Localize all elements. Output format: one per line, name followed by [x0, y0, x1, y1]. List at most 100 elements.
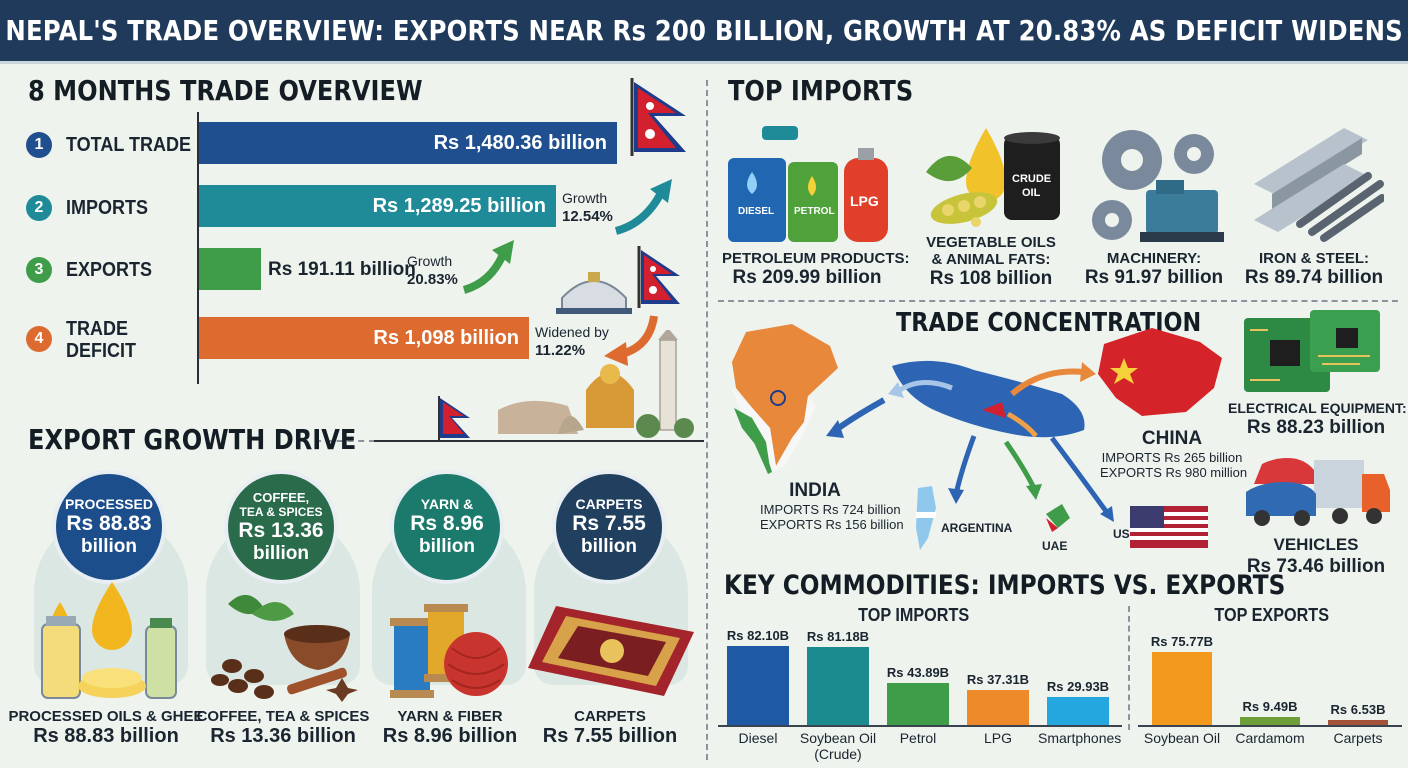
fuel-label: LPG	[850, 193, 879, 209]
bar-data-label: Rs 75.77B	[1150, 634, 1214, 649]
caption-name: COFFEE, TEA & SPICES	[196, 708, 370, 725]
deficit-widened-note: Widened by 11.22%	[535, 323, 609, 360]
import-value: Rs 91.97 billion	[1084, 267, 1224, 288]
export-circle-carpets: CARPETS Rs 7.55 billion	[552, 470, 666, 584]
import-name: PETROLEUM PRODUCTS:	[722, 250, 910, 267]
caption-value: Rs 13.36 billion	[210, 725, 356, 747]
note-value: 12.54%	[562, 208, 613, 225]
bar-data-label: Rs 82.10B	[726, 628, 790, 643]
import-card-machinery: MACHINERY: Rs 91.97 billion	[1072, 250, 1236, 289]
row-label-exports: EXPORTS	[66, 259, 153, 281]
bar-data-label: Rs 6.53B	[1330, 702, 1386, 717]
row-label-total-trade: TOTAL TRADE	[66, 134, 192, 156]
import-name: ELECTRICAL EQUIPMENT:	[1228, 400, 1407, 416]
vegetable-oils-icon: CRUDE OIL	[926, 128, 1060, 227]
imports-chart-title: TOP IMPORTS	[858, 605, 970, 625]
bar-value: Rs 191.11 billion	[268, 259, 416, 280]
category-label: Soybean Oil (Crude)	[799, 730, 877, 762]
coffee-spices-icon	[211, 594, 358, 702]
circle-unit: billion	[253, 542, 309, 564]
import-card-electrical: ELECTRICAL EQUIPMENT: Rs 88.23 billion	[1228, 400, 1407, 439]
growth-arrow-icon	[462, 240, 514, 294]
row-label-imports: IMPORTS	[66, 197, 149, 219]
chart-bar	[1047, 697, 1109, 726]
label-line: DEFICIT	[66, 340, 137, 362]
circle-value: Rs 8.96	[410, 512, 484, 535]
divider	[315, 440, 375, 442]
fuel-label: DIESEL	[738, 206, 774, 217]
country-imports: IMPORTS Rs 265 billion	[1101, 450, 1243, 465]
import-card-vehicles: VEHICLES Rs 73.46 billion	[1228, 534, 1404, 578]
row-number: 4	[26, 326, 52, 352]
oil-bottles-icon	[41, 582, 177, 699]
bar-data-label: Rs 43.89B	[886, 665, 950, 680]
divider	[374, 440, 704, 442]
export-caption: YARN & FIBER Rs 8.96 billion	[350, 708, 550, 748]
chart-bar	[887, 683, 949, 726]
trade-map-illustration	[732, 324, 1222, 550]
import-value: Rs 89.74 billion	[1244, 267, 1384, 288]
chart-bar	[1152, 652, 1212, 726]
import-name: VEGETABLE OILS	[926, 234, 1056, 251]
monuments-illustration	[498, 330, 694, 438]
iron-steel-icon	[1254, 128, 1384, 242]
bar-data-label: Rs 37.31B	[966, 672, 1030, 687]
category-label: Soybean Oil	[1143, 730, 1221, 746]
circle-line: YARN &	[420, 496, 474, 512]
yarn-spools-icon	[390, 604, 508, 698]
export-circle-coffee: COFFEE, TEA & SPICES Rs 13.36 billion	[224, 470, 338, 584]
imports-baseline	[718, 725, 1122, 727]
circle-unit: billion	[419, 536, 475, 557]
export-circle-yarn: YARN & Rs 8.96 billion	[390, 470, 504, 584]
circle-value: Rs 13.36	[238, 518, 324, 542]
bar-value: Rs 1,098 billion	[373, 326, 519, 349]
bar-data-label: Rs 81.18B	[806, 629, 870, 644]
chart-bar	[967, 690, 1029, 726]
country-label: US	[1113, 527, 1130, 541]
country-name: INDIA	[789, 480, 841, 501]
note-label: Growth	[562, 190, 608, 206]
fuel-containers-icon: DIESEL PETROL LPG	[728, 126, 888, 242]
country-label: UAE	[1042, 539, 1068, 553]
circle-line: COFFEE,	[252, 489, 310, 505]
top-imports-heading: TOP IMPORTS	[728, 74, 914, 107]
circle-line: PROCESSED	[65, 496, 153, 512]
chart-bar	[1328, 720, 1388, 726]
bar-trade-deficit: Rs 1,098 billion	[199, 317, 529, 359]
exports-chart-title: TOP EXPORTS	[1214, 605, 1330, 625]
export-caption: PROCESSED OILS & GHEE Rs 88.83 billion	[6, 708, 206, 748]
import-name: MACHINERY:	[1106, 250, 1202, 267]
country-label: ARGENTINA	[941, 521, 1013, 535]
exports-baseline	[1138, 725, 1402, 727]
row-number: 2	[26, 195, 52, 221]
growth-arrow-icon	[614, 179, 672, 235]
category-label: Cardamom	[1235, 730, 1305, 746]
bar-value: Rs 1,480.36 billion	[433, 131, 607, 154]
circle-unit: billion	[81, 536, 137, 557]
vehicles-icon	[1246, 458, 1390, 526]
row-label-trade-deficit: TRADE DEFICIT	[66, 318, 136, 362]
imports-growth-note: Growth 12.54%	[562, 189, 613, 226]
exports-bar-chart: Rs 75.77B Soybean Oil Rs 9.49B Cardamom Rs 6…	[1138, 630, 1402, 746]
import-card-vegetable-oils: VEGETABLE OILS & ANIMAL FATS: Rs 108 billi…	[906, 234, 1076, 290]
divider	[706, 80, 708, 760]
machinery-gears-icon	[1092, 130, 1224, 242]
note-value: 20.83%	[407, 271, 458, 288]
china-stats: CHINA IMPORTS Rs 265 billion EXPORTS Rs …	[1100, 428, 1247, 480]
circle-line: TEA & SPICES	[239, 504, 323, 519]
import-value: Rs 73.46 billion	[1246, 556, 1386, 577]
label-line: TRADE	[66, 318, 129, 340]
overview-axis	[197, 112, 199, 384]
row-number: 1	[26, 132, 52, 158]
deficit-arrow-icon	[604, 315, 658, 366]
import-name: & ANIMAL FATS:	[931, 251, 1051, 268]
export-circle-processed: PROCESSED Rs 88.83 billion	[52, 470, 166, 584]
import-value: Rs 88.23 billion	[1246, 417, 1386, 438]
caption-name: YARN & FIBER	[397, 708, 503, 725]
category-label: Smartphones	[1038, 730, 1122, 746]
india-stats: INDIA IMPORTS Rs 724 billion EXPORTS Rs …	[760, 480, 904, 532]
circle-line: CARPETS	[575, 496, 643, 512]
chart-bar	[727, 646, 789, 726]
nepal-flag-icon	[438, 396, 470, 440]
overview-heading: 8 MONTHS TRADE OVERVIEW	[28, 74, 423, 107]
